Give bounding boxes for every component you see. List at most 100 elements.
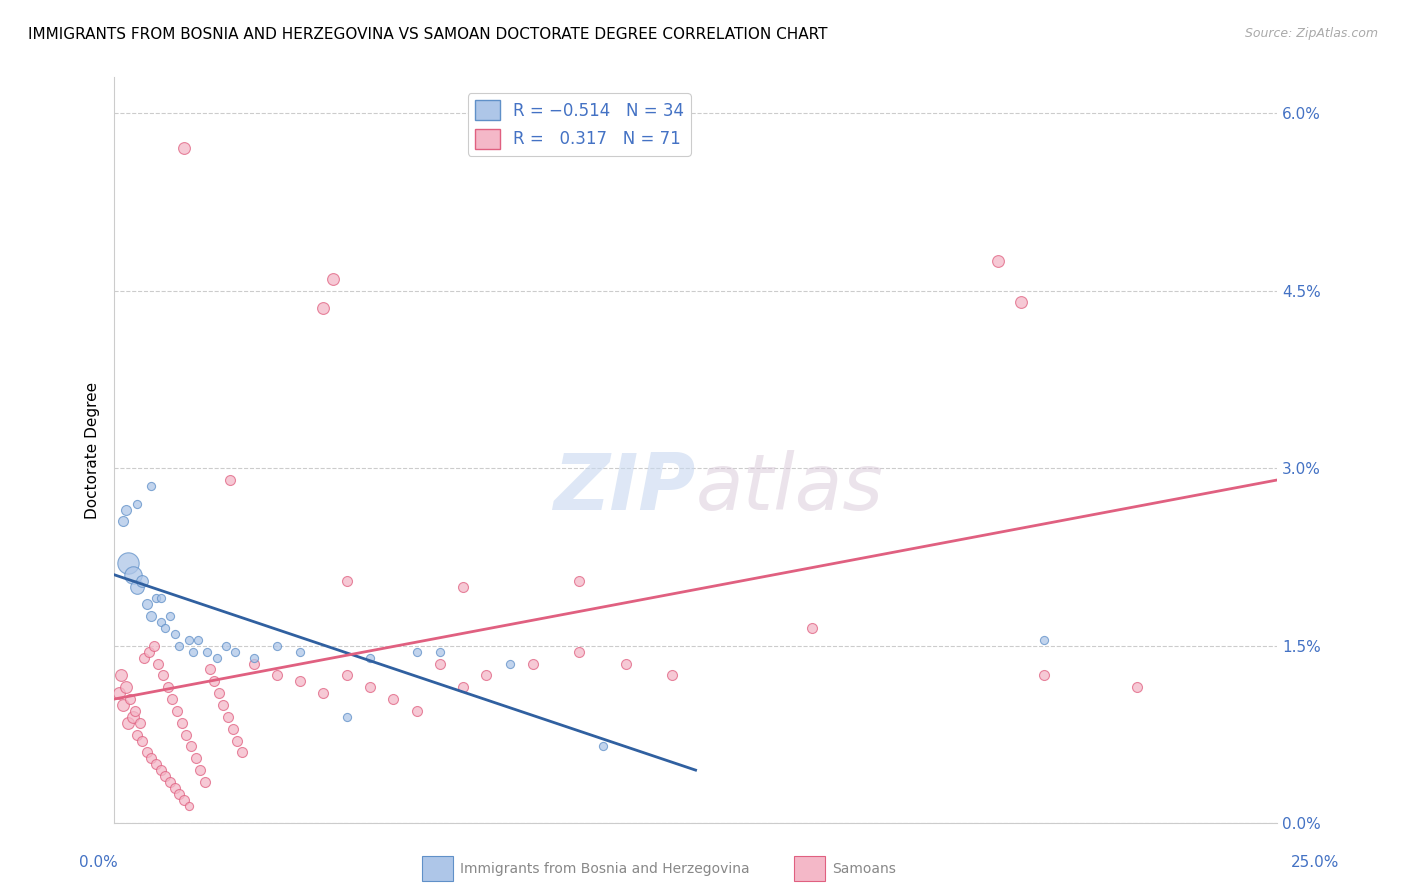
Text: IMMIGRANTS FROM BOSNIA AND HERZEGOVINA VS SAMOAN DOCTORATE DEGREE CORRELATION CH: IMMIGRANTS FROM BOSNIA AND HERZEGOVINA V… bbox=[28, 27, 828, 42]
Point bbox=[141, 479, 163, 493]
Legend: R = −0.514   N = 34, R =   0.317   N = 71: R = −0.514 N = 34, R = 0.317 N = 71 bbox=[468, 94, 690, 155]
Point bbox=[117, 715, 139, 730]
Point bbox=[208, 686, 231, 700]
Point bbox=[568, 645, 591, 659]
Point bbox=[149, 615, 172, 629]
Point bbox=[110, 668, 132, 682]
Point bbox=[224, 645, 246, 659]
Point bbox=[568, 574, 591, 588]
Point bbox=[173, 141, 195, 155]
Point bbox=[112, 698, 135, 712]
Point bbox=[202, 674, 225, 689]
Point bbox=[170, 715, 193, 730]
Point bbox=[163, 780, 186, 795]
Point bbox=[266, 668, 288, 682]
Point bbox=[156, 680, 179, 694]
Point bbox=[145, 591, 167, 606]
Point bbox=[336, 710, 359, 724]
Point bbox=[242, 650, 264, 665]
Point bbox=[181, 645, 204, 659]
Text: Source: ZipAtlas.com: Source: ZipAtlas.com bbox=[1244, 27, 1378, 40]
Point bbox=[405, 704, 427, 718]
Point bbox=[212, 698, 235, 712]
Point bbox=[242, 657, 264, 671]
Point bbox=[134, 650, 156, 665]
Point bbox=[987, 254, 1010, 268]
Point bbox=[173, 793, 195, 807]
Point bbox=[498, 657, 520, 671]
Point bbox=[131, 733, 153, 747]
Point bbox=[359, 650, 381, 665]
Point bbox=[194, 775, 217, 789]
Point bbox=[149, 763, 172, 777]
Point bbox=[312, 686, 335, 700]
Point bbox=[124, 704, 146, 718]
Point bbox=[188, 763, 211, 777]
Point bbox=[127, 580, 149, 594]
Point bbox=[135, 745, 157, 759]
Point bbox=[198, 663, 221, 677]
Point bbox=[184, 751, 207, 765]
Point bbox=[592, 739, 614, 754]
Point bbox=[187, 632, 209, 647]
Point bbox=[128, 715, 150, 730]
Point bbox=[217, 710, 239, 724]
Point bbox=[429, 657, 451, 671]
Point bbox=[266, 639, 288, 653]
Point bbox=[159, 609, 181, 624]
Point bbox=[169, 787, 191, 801]
Point bbox=[149, 591, 172, 606]
Point bbox=[142, 639, 165, 653]
Point bbox=[222, 722, 245, 736]
Point bbox=[148, 657, 170, 671]
Point bbox=[312, 301, 335, 316]
Point bbox=[127, 497, 149, 511]
Point bbox=[429, 645, 451, 659]
Point bbox=[155, 769, 177, 783]
Point bbox=[1126, 680, 1149, 694]
Point bbox=[163, 627, 186, 641]
Point bbox=[382, 692, 405, 706]
Point bbox=[177, 798, 200, 813]
Point bbox=[159, 775, 181, 789]
Point bbox=[215, 639, 238, 653]
Point bbox=[120, 692, 142, 706]
Point bbox=[138, 645, 160, 659]
Y-axis label: Doctorate Degree: Doctorate Degree bbox=[86, 382, 100, 519]
Point bbox=[661, 668, 683, 682]
Point bbox=[141, 609, 163, 624]
Point bbox=[359, 680, 381, 694]
Point bbox=[166, 704, 188, 718]
Point bbox=[1033, 668, 1056, 682]
Point bbox=[405, 645, 427, 659]
Point bbox=[336, 574, 359, 588]
Point bbox=[1010, 295, 1032, 310]
Point bbox=[117, 556, 139, 570]
Point bbox=[155, 621, 177, 635]
Point bbox=[135, 598, 157, 612]
Point bbox=[800, 621, 823, 635]
Point bbox=[195, 645, 218, 659]
Text: 25.0%: 25.0% bbox=[1291, 855, 1339, 870]
Point bbox=[451, 580, 474, 594]
Point bbox=[290, 674, 312, 689]
Point bbox=[451, 680, 474, 694]
Point bbox=[231, 745, 253, 759]
Point bbox=[614, 657, 637, 671]
Point bbox=[112, 515, 135, 529]
Text: Samoans: Samoans bbox=[832, 862, 896, 876]
Point bbox=[169, 639, 191, 653]
Text: Immigrants from Bosnia and Herzegovina: Immigrants from Bosnia and Herzegovina bbox=[460, 862, 749, 876]
Point bbox=[180, 739, 202, 754]
Point bbox=[152, 668, 174, 682]
Point bbox=[226, 733, 249, 747]
Point bbox=[475, 668, 498, 682]
Point bbox=[205, 650, 228, 665]
Point bbox=[114, 680, 136, 694]
Text: atlas: atlas bbox=[696, 450, 883, 525]
Point bbox=[290, 645, 312, 659]
Point bbox=[219, 473, 242, 487]
Point bbox=[145, 757, 167, 772]
Text: ZIP: ZIP bbox=[554, 450, 696, 525]
Point bbox=[121, 710, 143, 724]
